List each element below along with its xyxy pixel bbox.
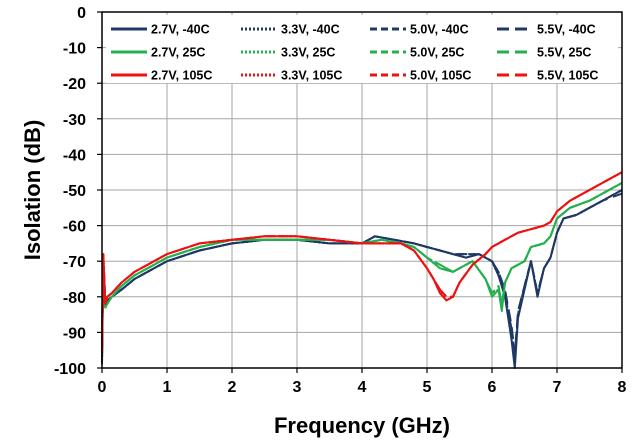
y-tick-label: 0: [77, 5, 86, 22]
legend-label: 3.3V, -40C: [281, 23, 340, 37]
x-axis-title: Frequency (GHz): [274, 413, 450, 438]
legend-label: 5.5V, 105C: [537, 69, 598, 83]
legend-label: 3.3V, 105C: [281, 69, 342, 83]
legend-label: 5.0V, 25C: [410, 46, 464, 60]
x-tick-label: 0: [98, 379, 107, 396]
legend-label: 5.0V, 105C: [410, 69, 471, 83]
x-tick-label: 3: [293, 379, 302, 396]
legend-label: 5.5V, -40C: [537, 23, 596, 37]
legend-label: 5.0V, -40C: [410, 23, 469, 37]
y-tick-label: -10: [63, 41, 86, 58]
y-tick-label: -20: [63, 76, 86, 93]
legend-label: 3.3V, 25C: [281, 46, 335, 60]
x-tick-label: 5: [423, 379, 432, 396]
y-tick-label: -70: [63, 254, 86, 271]
x-tick-label: 8: [618, 379, 627, 396]
y-axis-ticks: 0 -10 -20 -30 -40 -50 -60 -70 -80 -90 -100: [54, 5, 102, 378]
series-line: [101, 182, 623, 322]
legend: 2.7V, -40C 3.3V, -40C 5.0V, -40C 5.5V, -40C…: [111, 23, 598, 83]
y-tick-label: -80: [63, 290, 86, 307]
legend-label: 2.7V, 105C: [151, 69, 212, 83]
y-tick-label: -100: [54, 361, 86, 378]
series-line: [101, 192, 623, 358]
series-line: [101, 171, 623, 351]
series-layer: [101, 171, 623, 369]
y-axis-title: Isolation (dB): [20, 120, 45, 261]
y-tick-label: -30: [63, 112, 86, 129]
y-tick-label: -40: [63, 147, 86, 164]
x-tick-label: 4: [358, 379, 367, 396]
legend-label: 5.5V, 25C: [537, 46, 591, 60]
y-tick-label: -60: [63, 219, 86, 236]
x-tick-label: 2: [228, 379, 237, 396]
y-tick-label: -50: [63, 183, 86, 200]
x-axis-ticks: 0 1 2 3 4 5 6 7 8: [98, 368, 627, 396]
x-tick-label: 7: [553, 379, 562, 396]
y-tick-label: -90: [63, 325, 86, 342]
legend-label: 2.7V, 25C: [151, 46, 205, 60]
series-line: [101, 182, 623, 326]
x-tick-label: 1: [163, 379, 172, 396]
legend-background: [106, 15, 618, 83]
x-tick-label: 6: [488, 379, 497, 396]
legend-label: 2.7V, -40C: [151, 23, 210, 37]
